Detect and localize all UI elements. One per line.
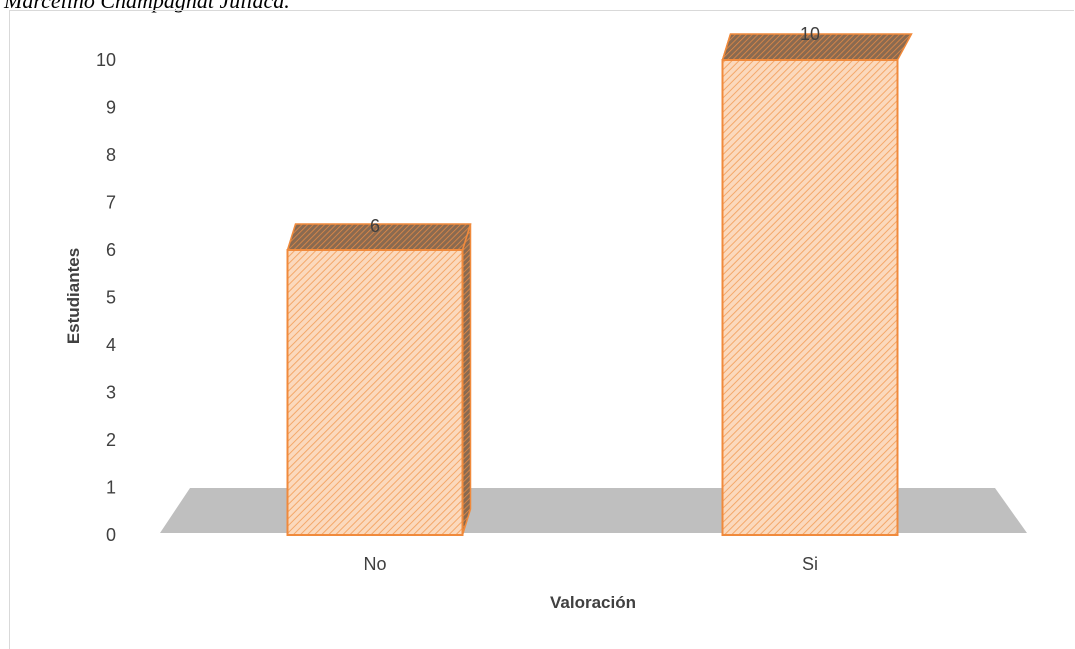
y-tick-label: 9 bbox=[106, 98, 116, 118]
data-label: 6 bbox=[370, 216, 380, 236]
y-tick-label: 8 bbox=[106, 145, 116, 165]
x-axis-title: Valoración bbox=[550, 593, 636, 612]
y-tick-label: 3 bbox=[106, 383, 116, 403]
bar-front-face bbox=[286, 249, 464, 536]
y-tick-label: 0 bbox=[106, 525, 116, 545]
bar-side-face bbox=[461, 223, 472, 536]
chart-frame bbox=[9, 10, 1074, 649]
bar-si: 10 bbox=[721, 24, 913, 536]
y-tick-label: 6 bbox=[106, 240, 116, 260]
x-category-label: No bbox=[363, 554, 386, 574]
y-tick-label: 7 bbox=[106, 193, 116, 213]
y-tick-label: 5 bbox=[106, 288, 116, 308]
y-tick-label: 2 bbox=[106, 430, 116, 450]
bar-front-face bbox=[721, 59, 899, 536]
bar-no: 6 bbox=[286, 216, 472, 536]
y-tick-label: 10 bbox=[96, 50, 116, 70]
x-category-label: Si bbox=[802, 554, 818, 574]
y-axis-title: Estudiantes bbox=[64, 248, 83, 344]
y-tick-label: 4 bbox=[106, 335, 116, 355]
data-label: 10 bbox=[800, 24, 820, 44]
figure-caption: Marcelino Champagnat Juliaca. bbox=[4, 0, 290, 13]
y-tick-label: 1 bbox=[106, 478, 116, 498]
